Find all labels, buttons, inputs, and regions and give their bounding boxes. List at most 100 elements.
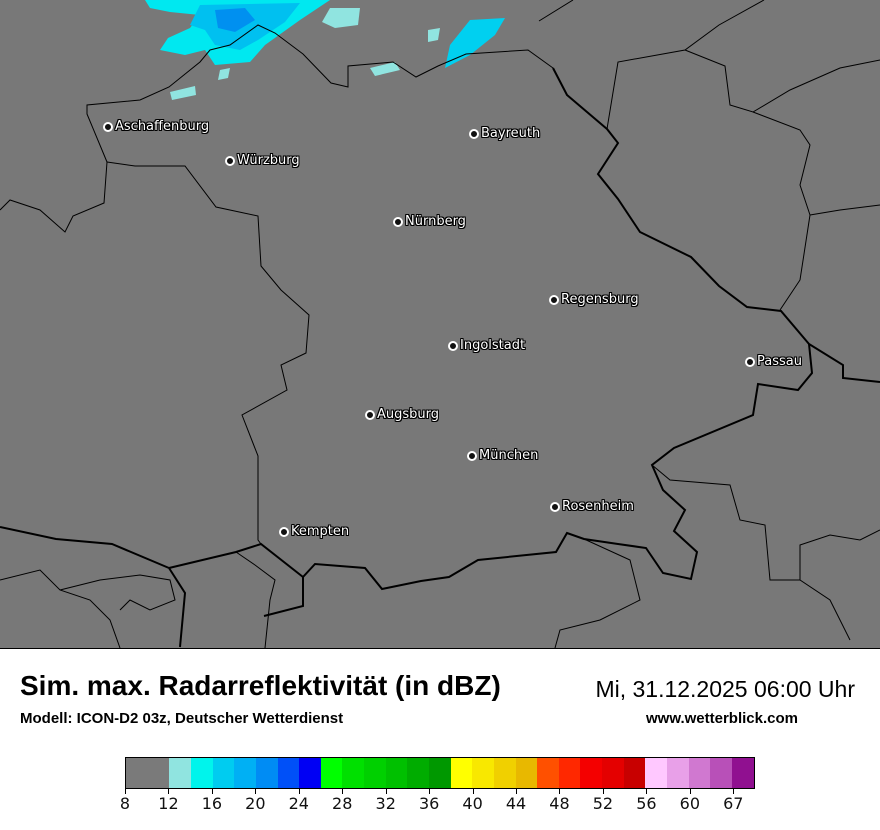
city-label: Aschaffenburg <box>115 119 210 134</box>
city-label: Bayreuth <box>481 126 541 141</box>
city-dot-icon <box>467 450 477 461</box>
legend-bin <box>255 758 278 788</box>
legend-tick-label: 40 <box>462 794 483 813</box>
legend-tick-label: 52 <box>592 794 614 813</box>
city-label: Würzburg <box>237 153 300 168</box>
city-marker: Bayreuth <box>469 126 540 141</box>
legend-bin <box>558 758 581 788</box>
precipitation-areas <box>145 0 505 100</box>
legend-tick <box>733 789 735 794</box>
city-marker: Kempten <box>279 524 349 539</box>
legend-bin <box>407 758 429 788</box>
legend-bin <box>190 758 213 788</box>
map-layer <box>0 0 880 648</box>
legend-bin <box>342 758 365 788</box>
precip-area <box>170 86 196 100</box>
precip-area <box>445 18 505 68</box>
city-marker: Augsburg <box>365 407 439 422</box>
city-label: München <box>479 448 539 463</box>
legend-tick-label: 36 <box>418 794 440 813</box>
border-line <box>684 49 880 113</box>
color-legend <box>125 757 755 789</box>
city-label: Regensburg <box>561 292 639 307</box>
legend-tick <box>646 789 648 794</box>
border-line <box>538 0 574 22</box>
border-line <box>235 551 276 648</box>
city-marker: Regensburg <box>549 292 639 307</box>
city-label: Kempten <box>291 524 350 539</box>
border-line <box>0 569 121 648</box>
state-borders <box>0 0 880 648</box>
city-label: Passau <box>757 354 802 369</box>
city-label: Rosenheim <box>562 499 634 514</box>
legend-tick <box>472 789 474 794</box>
legend-bin <box>428 758 451 788</box>
legend-tick <box>385 789 387 794</box>
border-line <box>809 204 880 216</box>
legend-bin <box>472 758 494 788</box>
legend-tick <box>298 789 300 794</box>
city-dot-icon <box>745 356 755 367</box>
city-label: Augsburg <box>377 407 440 422</box>
website-credit: www.wetterblick.com <box>646 710 798 727</box>
city-dot-icon <box>393 216 403 227</box>
legend-tick-label: 44 <box>505 794 527 813</box>
legend-tick-label: 12 <box>158 794 179 813</box>
city-dot-icon <box>365 409 375 420</box>
border-line <box>106 161 310 545</box>
legend-bin <box>688 758 711 788</box>
country-borders <box>0 67 880 648</box>
legend-bin <box>169 758 191 788</box>
legend-bin <box>515 758 538 788</box>
city-dot-icon <box>225 155 235 166</box>
legend-bin <box>385 758 408 788</box>
city-marker: Passau <box>745 354 802 369</box>
city-dot-icon <box>448 340 458 351</box>
city-dot-icon <box>469 128 479 139</box>
legend-bin <box>602 758 624 788</box>
legend-bin <box>710 758 732 788</box>
legend-bin <box>450 758 473 788</box>
valid-datetime: Mi, 31.12.2025 06:00 Uhr <box>595 676 855 702</box>
legend-bin <box>731 758 754 788</box>
border-line <box>554 538 641 648</box>
legend-bin <box>364 758 386 788</box>
city-marker: Nürnberg <box>393 214 466 229</box>
precip-area <box>322 8 360 28</box>
legend-tick <box>168 789 170 794</box>
legend-tick <box>429 789 431 794</box>
legend-tick <box>125 789 126 794</box>
border-line <box>59 574 176 611</box>
legend-tick-label: 8 <box>119 794 131 813</box>
legend-tick <box>602 789 604 794</box>
border-line <box>606 0 765 130</box>
legend-tick-label: 67 <box>723 794 744 813</box>
legend-tick-label: 56 <box>636 794 657 813</box>
legend-tick-label: 48 <box>549 794 570 813</box>
legend-tick <box>211 789 213 794</box>
swiss-border <box>0 526 187 648</box>
legend-bin <box>623 758 646 788</box>
city-dot-icon <box>279 526 289 537</box>
legend-bin <box>212 758 235 788</box>
radar-map: Aschaffenburg Würzburg Bayreuth Nürnberg… <box>0 0 880 649</box>
precip-area <box>370 62 400 76</box>
legend-bin <box>234 758 256 788</box>
border-line <box>752 111 811 311</box>
map-title: Sim. max. Radarreflektivität (in dBZ) <box>20 670 501 701</box>
legend-bin <box>580 758 603 788</box>
precip-area <box>428 28 440 42</box>
legend-bin <box>645 758 668 788</box>
city-marker: Würzburg <box>225 153 300 168</box>
legend-tick-label: 28 <box>332 794 353 813</box>
legend-bin <box>126 758 170 788</box>
legend-bin <box>667 758 689 788</box>
city-dot-icon <box>549 294 559 305</box>
legend-tick-label: 32 <box>375 794 396 813</box>
border-line <box>651 464 851 641</box>
legend-tick <box>689 789 691 794</box>
legend-tick-label: 24 <box>288 794 309 813</box>
czech-border <box>552 67 880 383</box>
austria-border <box>263 343 814 617</box>
legend-tick-label: 60 <box>679 794 700 813</box>
